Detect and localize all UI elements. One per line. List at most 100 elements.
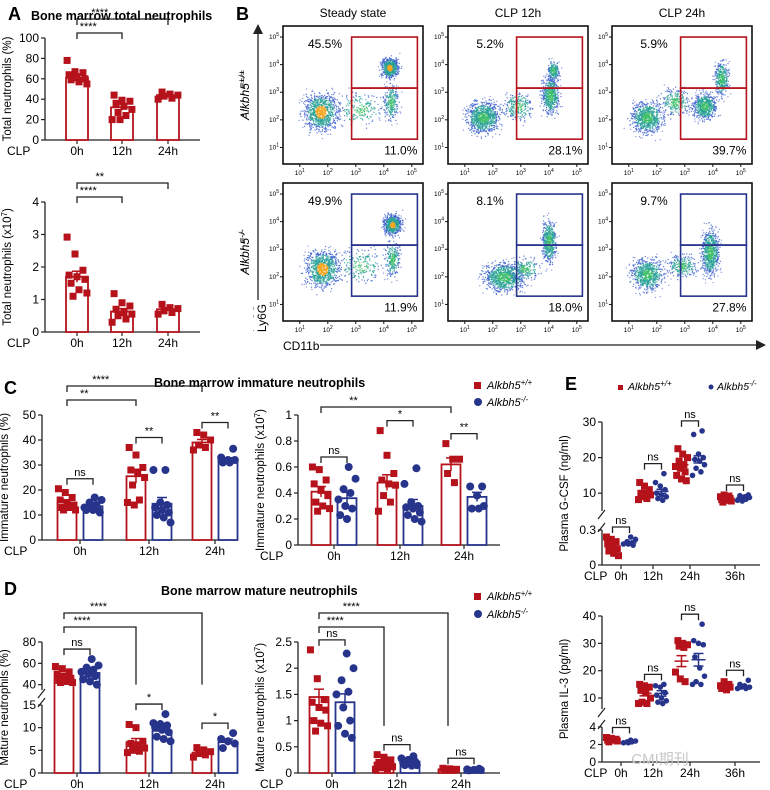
- event-dot: [488, 129, 490, 132]
- event-dot: [385, 67, 388, 69]
- event-dot: [481, 119, 483, 121]
- event-dot: [326, 124, 328, 126]
- event-dot: [390, 94, 392, 97]
- event-dot: [647, 111, 649, 113]
- event-dot: [654, 130, 656, 132]
- event-dot: [387, 109, 390, 111]
- event-dot: [487, 118, 489, 120]
- event-dot: [556, 66, 559, 69]
- event-dot: [475, 109, 477, 111]
- event-dot: [392, 75, 394, 77]
- event-dot: [493, 105, 495, 107]
- event-dot: [553, 83, 555, 86]
- event-dot: [353, 115, 355, 117]
- event-dot: [330, 115, 332, 117]
- event-dot: [550, 105, 552, 108]
- event-dot: [391, 100, 393, 103]
- event-dot: [547, 95, 549, 97]
- event-dot: [338, 113, 340, 115]
- event-dot: [311, 98, 313, 100]
- event-dot: [553, 68, 556, 70]
- event-dot: [395, 119, 397, 122]
- event-dot: [320, 104, 322, 106]
- event-dot: [550, 83, 552, 86]
- event-dot: [311, 124, 313, 126]
- event-dot: [647, 121, 650, 123]
- event-dot: [653, 122, 656, 124]
- event-dot: [309, 131, 312, 134]
- event-dot: [319, 109, 321, 111]
- event-dot: [334, 104, 337, 106]
- event-dot: [325, 104, 327, 106]
- event-dot: [512, 111, 514, 113]
- event-dot: [495, 117, 498, 119]
- event-dot: [310, 94, 312, 96]
- legend-ko-marker: [474, 610, 482, 618]
- event-dot: [499, 109, 501, 111]
- event-dot: [702, 102, 704, 105]
- event-dot: [505, 108, 507, 110]
- event-dot: [323, 120, 325, 122]
- event-dot: [482, 128, 484, 130]
- event-dot: [551, 68, 554, 71]
- event-dot: [511, 98, 513, 100]
- event-dot: [520, 104, 522, 106]
- event-dot: [493, 111, 495, 113]
- event-dot: [336, 111, 338, 114]
- event-dot: [553, 74, 556, 76]
- event-dot: [656, 120, 658, 122]
- event-dot: [650, 112, 653, 114]
- event-dot: [520, 100, 522, 102]
- event-dot: [635, 107, 637, 109]
- event-dot: [482, 117, 484, 120]
- event-dot: [488, 112, 490, 114]
- event-dot: [397, 72, 400, 74]
- event-dot: [322, 96, 325, 98]
- event-dot: [333, 93, 335, 95]
- event-dot: [485, 123, 487, 126]
- event-dot: [396, 70, 398, 73]
- event-dot: [634, 116, 636, 118]
- event-dot: [386, 69, 388, 71]
- event-dot: [640, 122, 642, 124]
- event-dot: [385, 96, 387, 98]
- event-dot: [639, 127, 641, 129]
- event-dot: [381, 72, 383, 75]
- event-dot: [649, 123, 651, 125]
- event-dot: [493, 117, 495, 119]
- event-dot: [379, 61, 381, 63]
- event-dot: [311, 90, 313, 92]
- event-dot: [332, 115, 335, 118]
- event-dot: [644, 121, 646, 123]
- event-dot: [489, 117, 491, 119]
- y-tick-label: 104: [434, 60, 444, 69]
- y-tick-label: 105: [269, 32, 279, 41]
- event-dot: [346, 98, 348, 100]
- event-dot: [477, 121, 479, 123]
- event-dot: [525, 113, 527, 116]
- event-dot: [518, 95, 521, 97]
- event-dot: [325, 114, 327, 116]
- event-dot: [644, 121, 647, 123]
- event-dot: [640, 113, 643, 115]
- event-dot: [322, 121, 324, 123]
- event-dot: [307, 96, 309, 99]
- event-dot: [698, 110, 700, 112]
- event-dot: [360, 117, 362, 120]
- event-dot: [556, 96, 558, 98]
- event-dot: [389, 92, 392, 94]
- event-dot: [478, 117, 481, 119]
- event-dot: [397, 97, 399, 99]
- event-dot: [483, 111, 486, 113]
- event-dot: [345, 112, 348, 114]
- event-dot: [397, 112, 399, 114]
- event-dot: [312, 126, 314, 129]
- event-dot: [639, 110, 642, 112]
- event-dot: [555, 64, 557, 67]
- event-dot: [385, 77, 387, 79]
- event-dot: [358, 111, 360, 113]
- event-dot: [388, 59, 390, 61]
- event-dot: [474, 123, 476, 125]
- event-dot: [352, 115, 354, 117]
- event-dot: [550, 86, 552, 88]
